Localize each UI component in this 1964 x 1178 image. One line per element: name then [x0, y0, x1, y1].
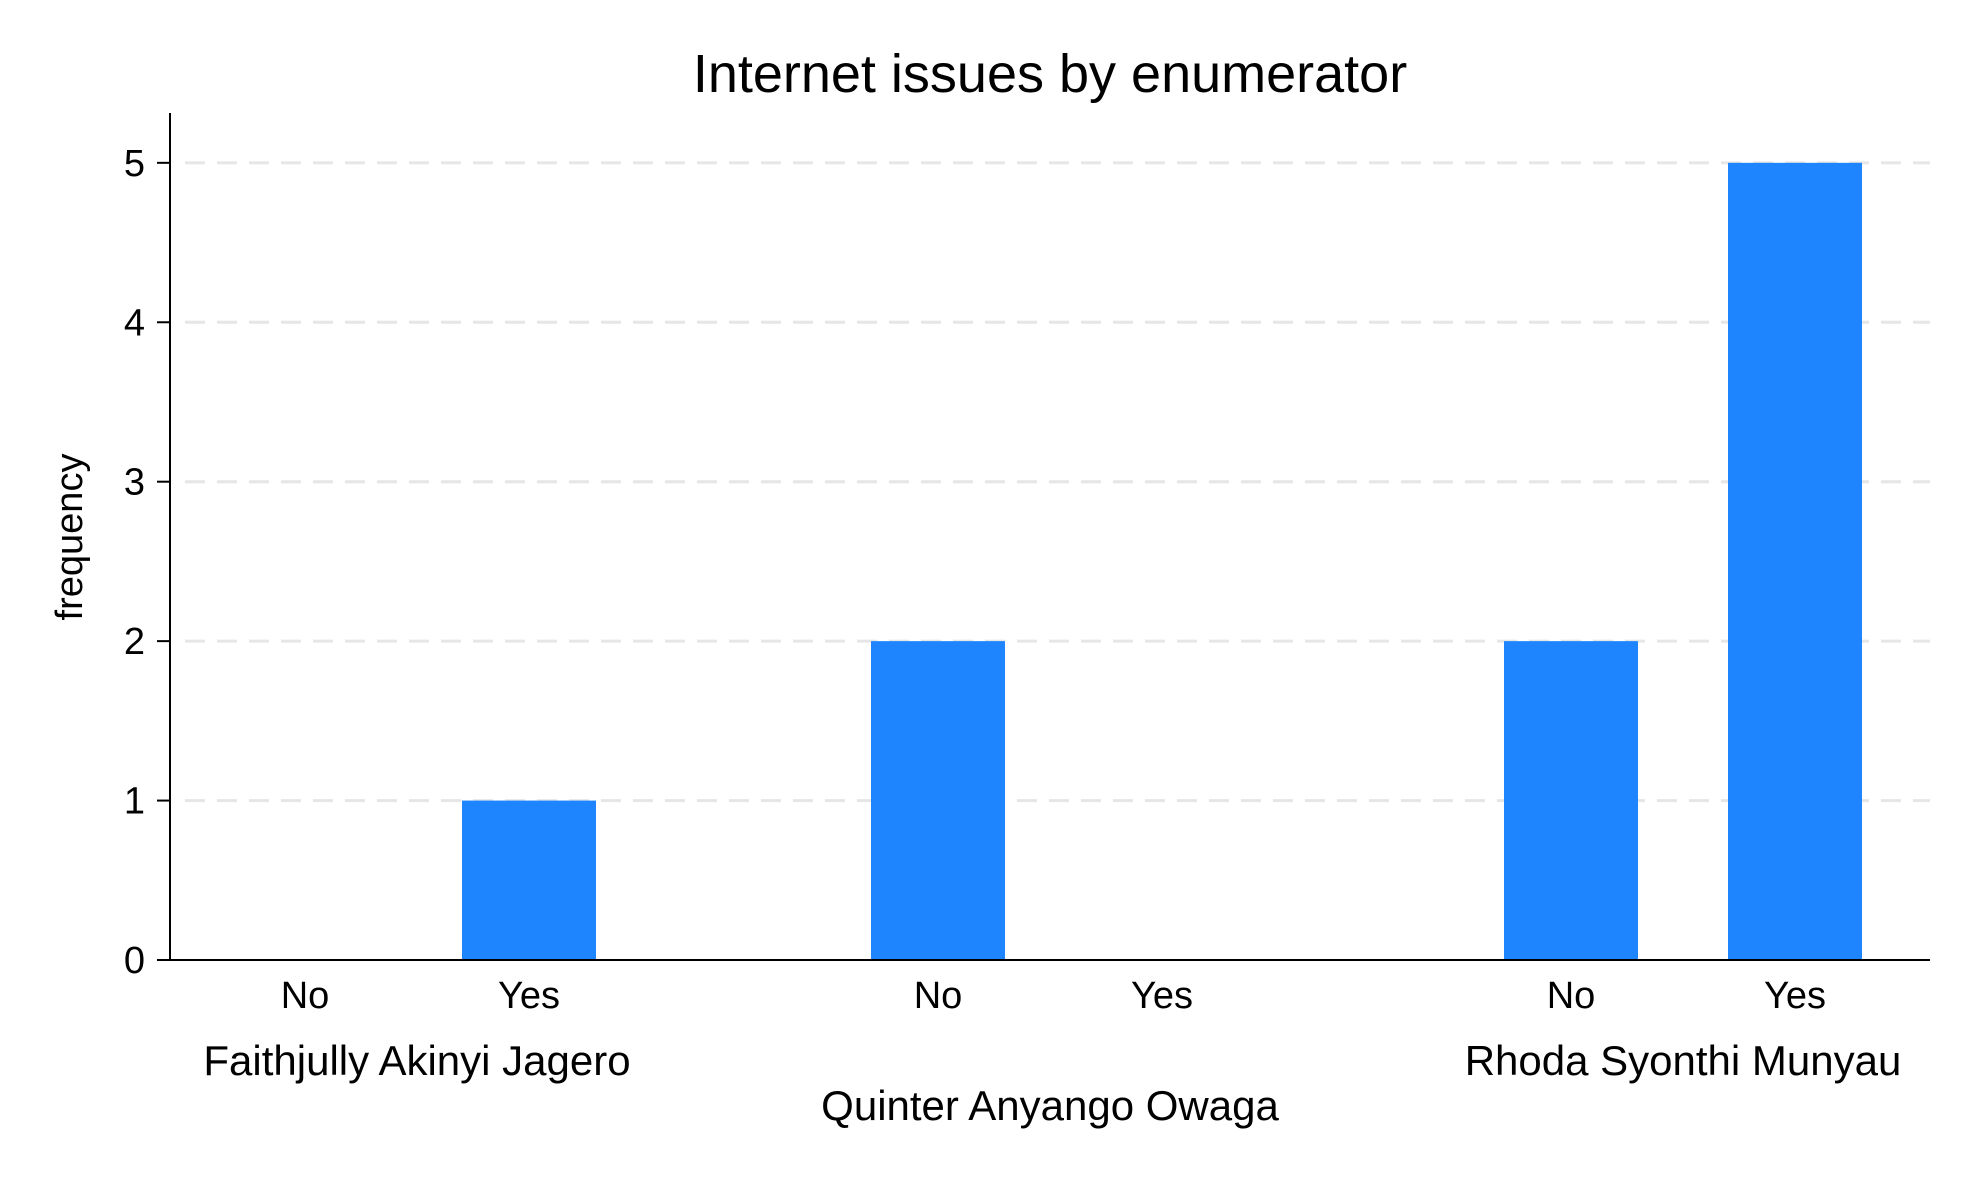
bar	[462, 800, 596, 960]
y-tick-label: 4	[124, 302, 145, 344]
x-category-label: Yes	[1764, 975, 1826, 1017]
gridlines	[185, 161, 1930, 803]
x-category-label: Yes	[1131, 975, 1193, 1017]
chart-title: Internet issues by enumerator	[693, 44, 1407, 104]
y-ticks: 0 1 2 3 4 5	[124, 143, 170, 982]
group-label: Quinter Anyango Owaga	[821, 1082, 1279, 1129]
x-category-label: No	[1547, 975, 1596, 1017]
y-tick-label: 0	[124, 940, 145, 982]
bar	[871, 641, 1005, 960]
y-axis-title: frequency	[49, 454, 91, 621]
group-label: Faithjully Akinyi Jagero	[203, 1037, 630, 1084]
y-tick-label: 5	[124, 143, 145, 185]
axes	[169, 113, 1930, 961]
x-category-label: Yes	[498, 975, 560, 1017]
bar	[1728, 162, 1862, 960]
bar	[1504, 641, 1638, 960]
x-category-label: No	[914, 975, 963, 1017]
x-labels: No Yes Faithjully Akinyi Jagero No Yes Quinte…	[203, 975, 1901, 1129]
y-tick-label: 1	[124, 781, 145, 823]
x-category-label: No	[281, 975, 330, 1017]
y-tick-label: 3	[124, 462, 145, 504]
group-label: Rhoda Syonthi Munyau	[1465, 1037, 1902, 1084]
y-tick-label: 2	[124, 621, 145, 663]
bars	[462, 162, 1862, 960]
